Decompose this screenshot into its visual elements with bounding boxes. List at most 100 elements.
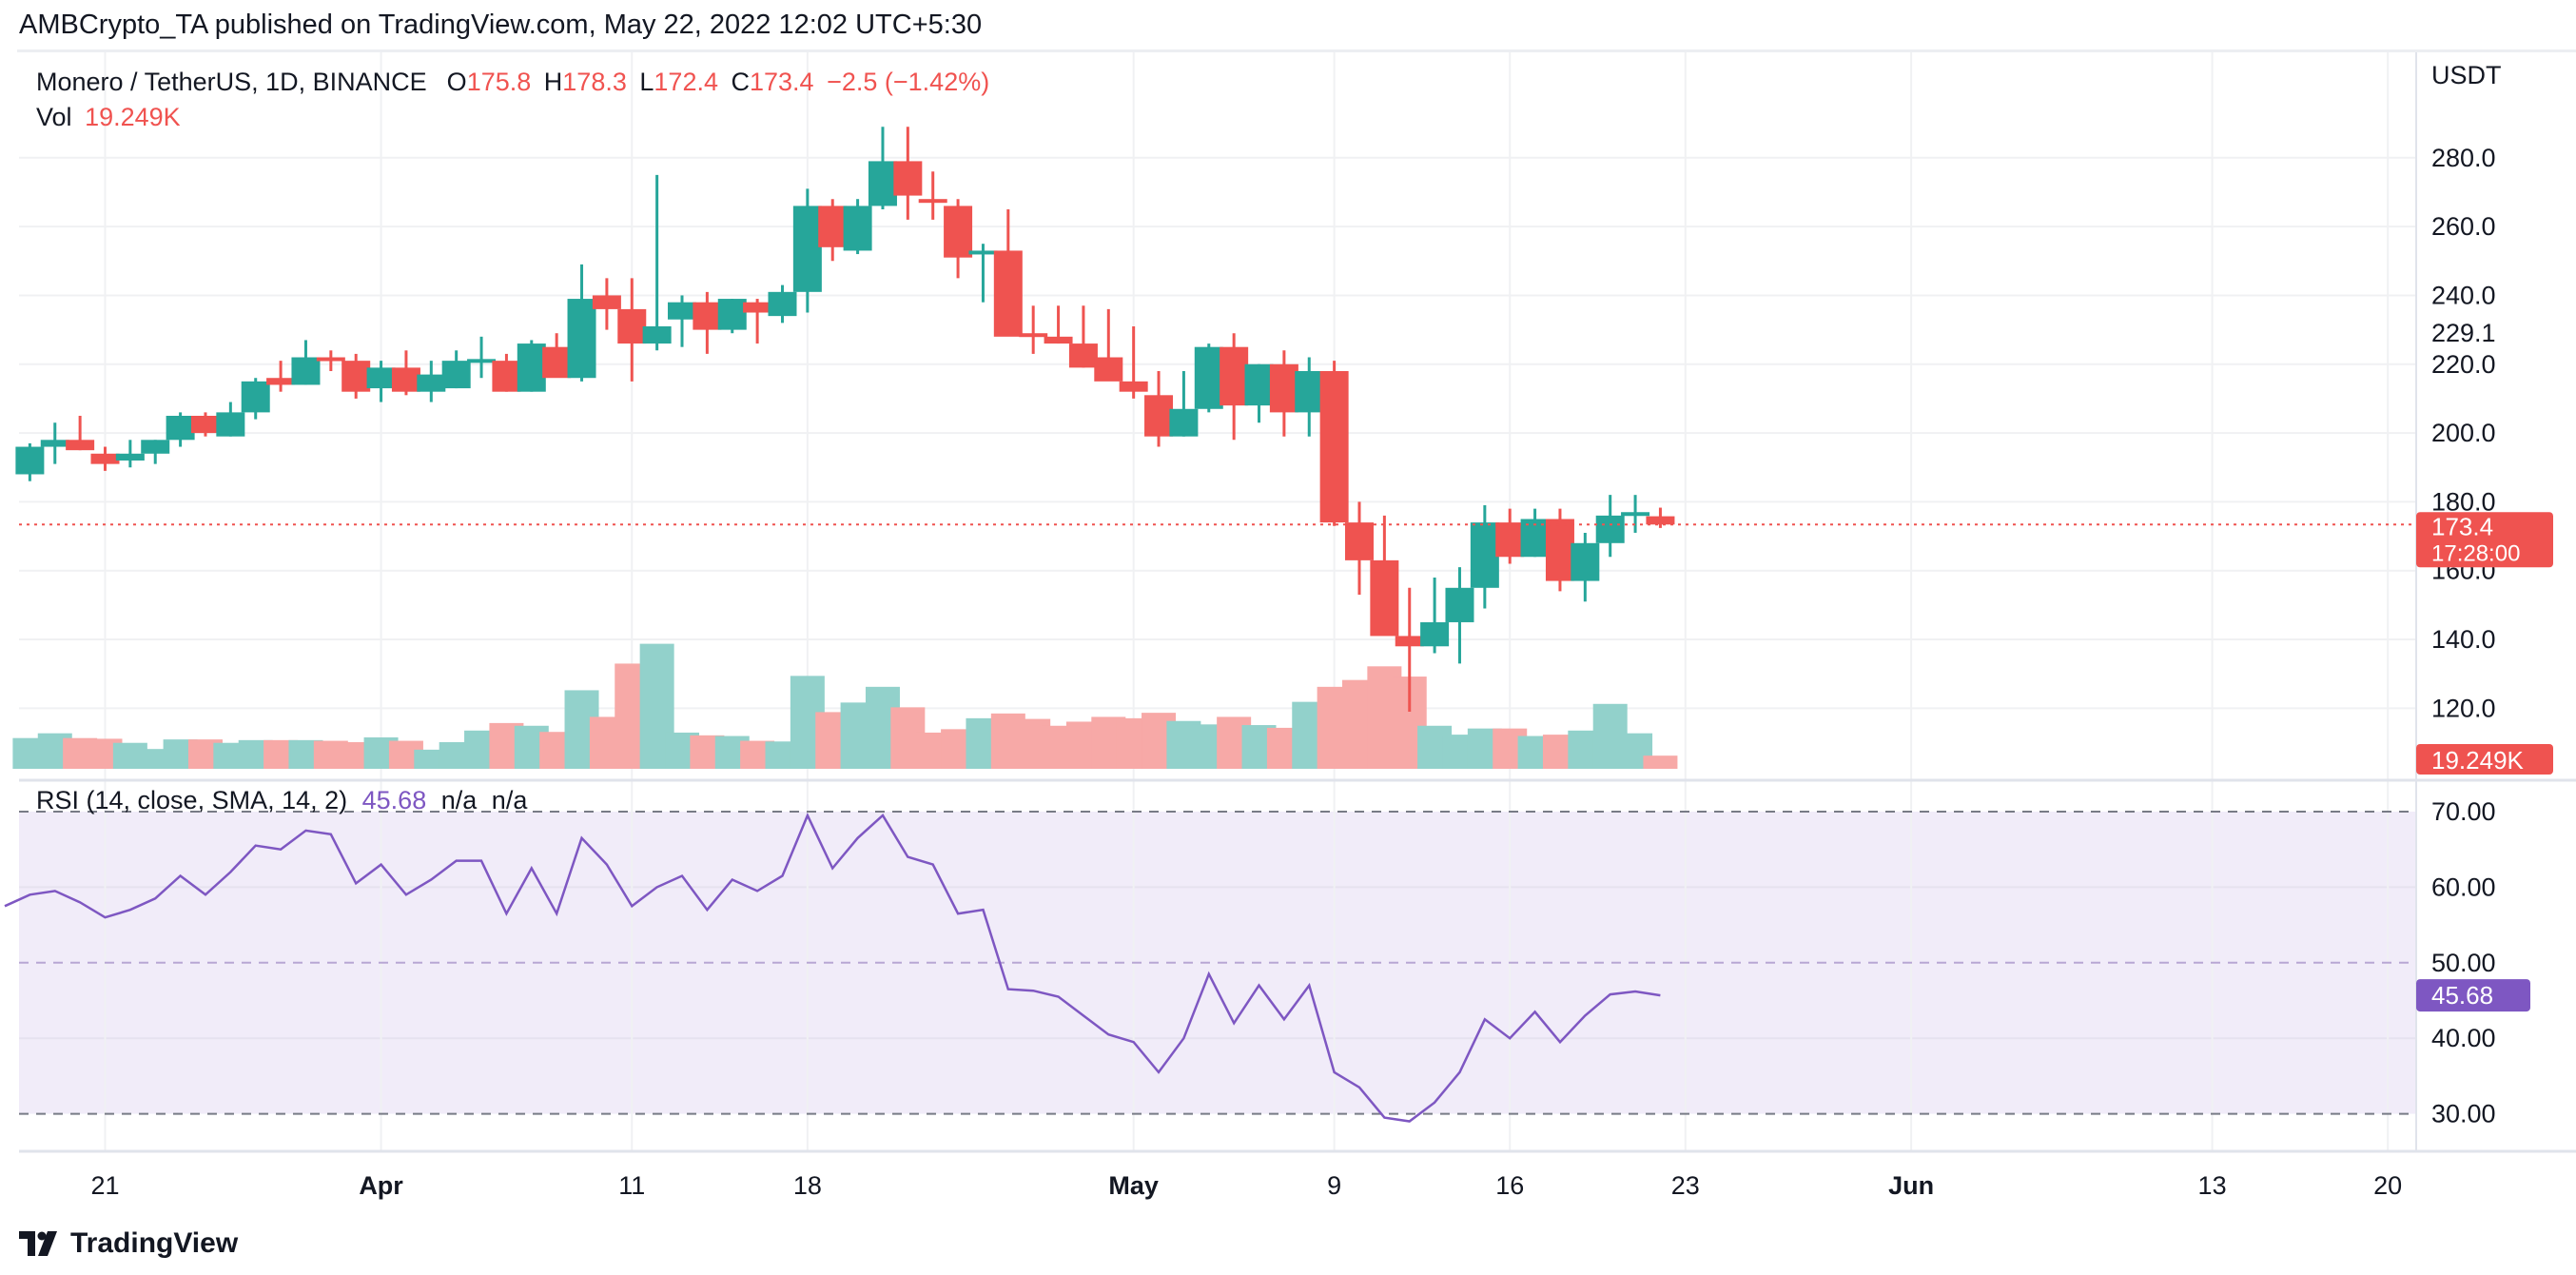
y-tick-label: 240.0: [2431, 281, 2496, 309]
candle-body: [1445, 587, 1474, 622]
candle-body: [993, 250, 1023, 337]
high-label: H: [543, 68, 563, 96]
candle-body: [1595, 515, 1625, 543]
candle-body: [1319, 370, 1349, 523]
candle-body: [1269, 363, 1298, 413]
candle-body: [693, 302, 722, 330]
last-volume-badge: [2416, 744, 2553, 775]
candle-body: [316, 357, 345, 362]
candle-body: [944, 206, 973, 258]
rsi-label[interactable]: RSI (14, close, SMA, 14, 2): [36, 786, 348, 814]
candle-body: [1094, 357, 1123, 382]
chart-legend: Monero / TetherUS, 1D, BINANCE O175.8 H1…: [36, 65, 995, 135]
candle-body: [1119, 381, 1148, 392]
candle-body: [1370, 559, 1399, 637]
last-price-badge: [2416, 512, 2553, 568]
candle-body: [141, 440, 170, 454]
x-tick-label: 11: [618, 1171, 645, 1200]
candle-body: [517, 343, 546, 392]
candle-body: [668, 302, 697, 320]
candle-body: [642, 325, 672, 344]
rsi-na-2: n/a: [491, 786, 528, 814]
candle-body: [1220, 346, 1249, 406]
candle-body: [492, 361, 521, 392]
open-label: O: [446, 68, 467, 96]
candle-body: [818, 206, 848, 247]
rsi-value-badge: [2416, 979, 2530, 1012]
candle-body: [592, 295, 621, 309]
candle-body: [567, 299, 596, 379]
ohlc-row: Monero / TetherUS, 1D, BINANCE O175.8 H1…: [36, 65, 995, 100]
y-tick-label: 140.0: [2431, 625, 2496, 654]
x-tick-label: 9: [1327, 1171, 1341, 1200]
rsi-tick-label: 70.00: [2431, 797, 2496, 826]
x-tick-label: Apr: [359, 1171, 403, 1200]
rsi-value: 45.68: [361, 786, 427, 814]
volume-label: Vol: [36, 103, 72, 131]
close-label: C: [731, 68, 751, 96]
candle-body: [868, 161, 897, 206]
symbol-title[interactable]: Monero / TetherUS, 1D, BINANCE: [36, 68, 427, 96]
candle-body: [241, 381, 270, 413]
candle-body: [1621, 512, 1650, 517]
volume-value: 19.249K: [85, 103, 181, 131]
candle-body: [542, 346, 572, 379]
candle-body: [617, 308, 647, 344]
x-tick-label: 23: [1671, 1171, 1700, 1200]
candle-body: [1571, 542, 1600, 581]
candle-body: [1044, 336, 1073, 344]
x-tick-label: Jun: [1888, 1171, 1934, 1200]
rsi-tick-label: 30.00: [2431, 1100, 2496, 1128]
low-value: 172.4: [654, 68, 718, 96]
candle-body: [441, 361, 471, 389]
tradingview-logo-icon: [19, 1231, 57, 1256]
open-value: 175.8: [466, 68, 532, 96]
candle-body: [467, 359, 497, 363]
candle-body: [1194, 346, 1223, 409]
chart-frame: [17, 49, 2576, 1156]
candle-body: [1545, 519, 1574, 581]
x-tick-label: 13: [2198, 1171, 2227, 1200]
candle-body: [366, 367, 396, 389]
high-value: 178.3: [562, 68, 627, 96]
candle-body: [968, 250, 998, 255]
x-tick-label: May: [1108, 1171, 1159, 1200]
candle-body: [1169, 408, 1199, 437]
last-volume-text: 19.249K: [2431, 746, 2525, 775]
y-tick-label: 180.0: [2431, 487, 2496, 516]
candle-body: [1019, 333, 1048, 338]
x-tick-label: 21: [90, 1171, 119, 1200]
volume-row: Vol 19.249K: [36, 100, 995, 135]
candle-body: [190, 416, 220, 434]
candle-body: [1495, 522, 1525, 558]
y-tick-label: 200.0: [2431, 419, 2496, 447]
candle-body: [391, 367, 420, 392]
volume-bar: [1643, 755, 1678, 769]
x-tick-label: 18: [793, 1171, 822, 1200]
x-tick-label: 16: [1495, 1171, 1524, 1200]
candle-body: [843, 206, 872, 251]
candle-body: [743, 302, 772, 313]
candle-body: [1345, 522, 1374, 560]
candle-body: [166, 416, 195, 441]
candle-body: [792, 206, 822, 292]
candle-body: [90, 453, 120, 464]
candle-body: [216, 412, 245, 437]
candle-body: [717, 299, 747, 330]
candle-body: [1470, 522, 1499, 588]
rsi-legend: RSI (14, close, SMA, 14, 2) 45.68 n/a n/…: [36, 786, 527, 815]
rsi-tick-label: 40.00: [2431, 1024, 2496, 1052]
candle-body: [115, 453, 145, 461]
candle-body: [893, 161, 923, 196]
change-value: −2.5 (−1.42%): [827, 68, 990, 96]
y-tick-label: 280.0: [2431, 144, 2496, 172]
publish-info: AMBCrypto_TA published on TradingView.co…: [19, 10, 983, 40]
candle-body: [66, 440, 95, 451]
candle-body: [291, 357, 321, 385]
candle-body: [768, 291, 797, 317]
rsi-line: [4, 812, 1661, 1123]
candle-body: [417, 374, 446, 392]
candle-body: [1395, 636, 1424, 647]
footer-brand: TradingView: [19, 1227, 238, 1260]
